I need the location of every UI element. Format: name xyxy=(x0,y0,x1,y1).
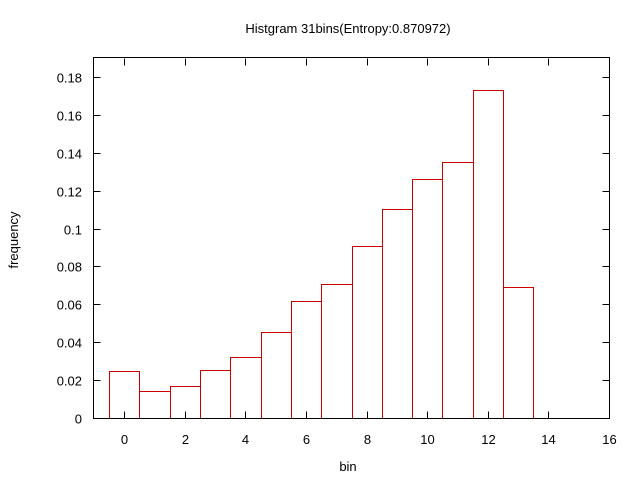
x-tick-label: 10 xyxy=(420,432,434,447)
x-tick-label: 4 xyxy=(242,432,249,447)
chart-title: Histgram 31bins(Entropy:0.870972) xyxy=(245,21,450,36)
x-tick-label: 8 xyxy=(364,432,371,447)
y-tick-label: 0.18 xyxy=(57,71,82,86)
y-tick-label: 0 xyxy=(75,412,82,427)
histogram-bar-10 xyxy=(412,179,443,419)
plot-frame xyxy=(93,57,610,419)
bars-layer xyxy=(109,90,534,419)
histogram-bar-9 xyxy=(382,209,413,419)
y-tick-label: 0.02 xyxy=(57,374,82,389)
histogram-bar-8 xyxy=(352,246,383,419)
y-tick-label: 0.1 xyxy=(64,223,82,238)
histogram-bar-11 xyxy=(442,162,474,419)
x-tick-label: 14 xyxy=(541,432,555,447)
y-tick-label: 0.16 xyxy=(57,109,82,124)
x-tick-label: 16 xyxy=(602,432,616,447)
histogram-bar-13 xyxy=(503,287,534,419)
y-tick-label: 0.14 xyxy=(57,147,82,162)
histogram-bar-1 xyxy=(139,391,171,419)
histogram-bar-4 xyxy=(230,357,262,419)
x-tick-label: 6 xyxy=(303,432,310,447)
histogram-bar-5 xyxy=(261,332,292,419)
x-tick-label: 0 xyxy=(121,432,128,447)
histogram-bar-12 xyxy=(473,90,504,419)
y-axis-label: frequency xyxy=(6,211,21,269)
x-axis-label: bin xyxy=(339,459,356,474)
x-tick-label: 2 xyxy=(182,432,189,447)
histogram-bar-6 xyxy=(291,301,322,419)
histogram-bar-7 xyxy=(321,284,353,419)
y-tick-label: 0.04 xyxy=(57,336,82,351)
y-tick-label: 0.08 xyxy=(57,260,82,275)
y-tick-label: 0.06 xyxy=(57,298,82,313)
histogram-bar-3 xyxy=(200,370,231,419)
y-tick-label: 0.12 xyxy=(57,185,82,200)
histogram-bar-0 xyxy=(109,371,140,419)
x-tick-label: 12 xyxy=(481,432,495,447)
ticks-layer: 0 2 4 6 8 10 12 14 16 0 0.02 0.04 0.06 0.08 0.1 0.12 0.1… xyxy=(57,58,617,447)
